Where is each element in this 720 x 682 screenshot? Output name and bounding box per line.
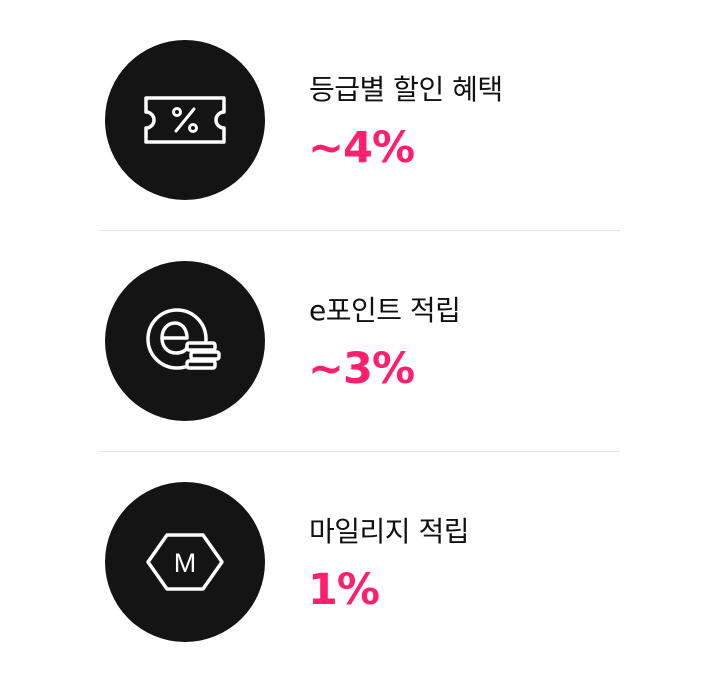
badge-circle: M [105, 482, 265, 642]
mileage-hexagon-icon: M [146, 533, 224, 591]
e-point-coins-icon [146, 308, 221, 370]
badge-circle [105, 40, 265, 200]
benefit-grade-discount: 등급별 할인 혜택 ~4% [0, 40, 720, 200]
divider [99, 451, 620, 452]
benefit-e-point: e포인트 적립 ~3% [0, 261, 720, 421]
benefit-title: 마일리지 적립 [309, 515, 469, 548]
benefit-mileage: M 마일리지 적립 1% [0, 482, 720, 642]
badge-circle [105, 261, 265, 421]
coupon-percent-icon [144, 96, 226, 144]
benefit-title: 등급별 할인 혜택 [309, 73, 503, 106]
divider [99, 230, 620, 231]
benefit-value: 1% [308, 565, 380, 615]
benefit-title: e포인트 적립 [309, 294, 461, 327]
benefit-value: ~3% [308, 344, 415, 394]
mileage-letter: M [174, 548, 197, 578]
benefit-value: ~4% [308, 123, 415, 173]
